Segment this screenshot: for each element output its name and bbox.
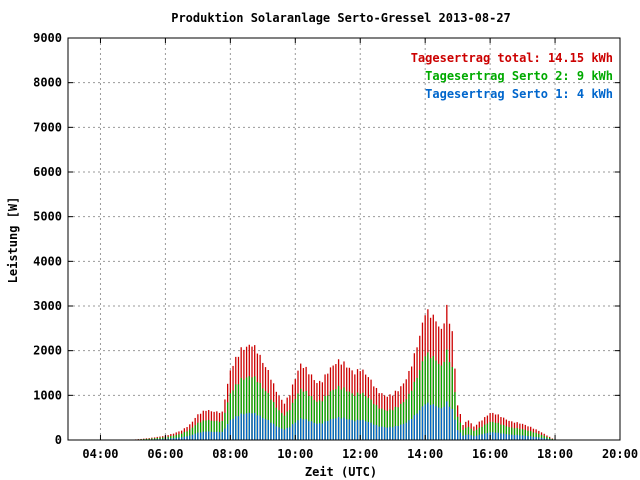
x-tick-label: 04:00 <box>82 447 118 461</box>
y-tick-label: 5000 <box>33 210 62 224</box>
y-tick-label: 8000 <box>33 76 62 90</box>
plot-frame <box>67 37 621 441</box>
x-tick-label: 20:00 <box>602 447 638 461</box>
axis-ticks: 0 1000 2000 3000 4000 5000 6000 7000 8000 9000 04:… <box>33 31 638 461</box>
y-tick-label: 6000 <box>33 165 62 179</box>
legend-entry-total: Tagesertrag total: 14.15 kWh <box>411 51 613 65</box>
chart-title: Produktion Solaranlage Serto-Gressel 201… <box>171 11 511 25</box>
y-tick-label: 9000 <box>33 31 62 45</box>
y-tick-label: 2000 <box>33 344 62 358</box>
y-tick-label: 1000 <box>33 388 62 402</box>
x-tick-label: 08:00 <box>212 447 248 461</box>
legend: Tagesertrag total: 14.15 kWh Tagesertrag… <box>411 51 613 101</box>
x-tick-label: 18:00 <box>537 447 573 461</box>
x-tick-label: 12:00 <box>342 447 378 461</box>
y-axis-label: Leistung [W] <box>6 197 20 284</box>
x-tick-label: 10:00 <box>277 447 313 461</box>
x-tick-label: 16:00 <box>472 447 508 461</box>
x-tick-label: 06:00 <box>147 447 183 461</box>
x-axis-label: Zeit (UTC) <box>305 465 377 479</box>
y-tick-label: 3000 <box>33 299 62 313</box>
y-tick-label: 4000 <box>33 254 62 268</box>
y-tick-label: 7000 <box>33 120 62 134</box>
legend-entry-serto-1: Tagesertrag Serto 1: 4 kWh <box>425 87 613 101</box>
x-tick-label: 14:00 <box>407 447 443 461</box>
y-tick-label: 0 <box>55 433 62 447</box>
bars <box>132 304 554 440</box>
legend-entry-serto-2: Tagesertrag Serto 2: 9 kWh <box>425 69 613 83</box>
